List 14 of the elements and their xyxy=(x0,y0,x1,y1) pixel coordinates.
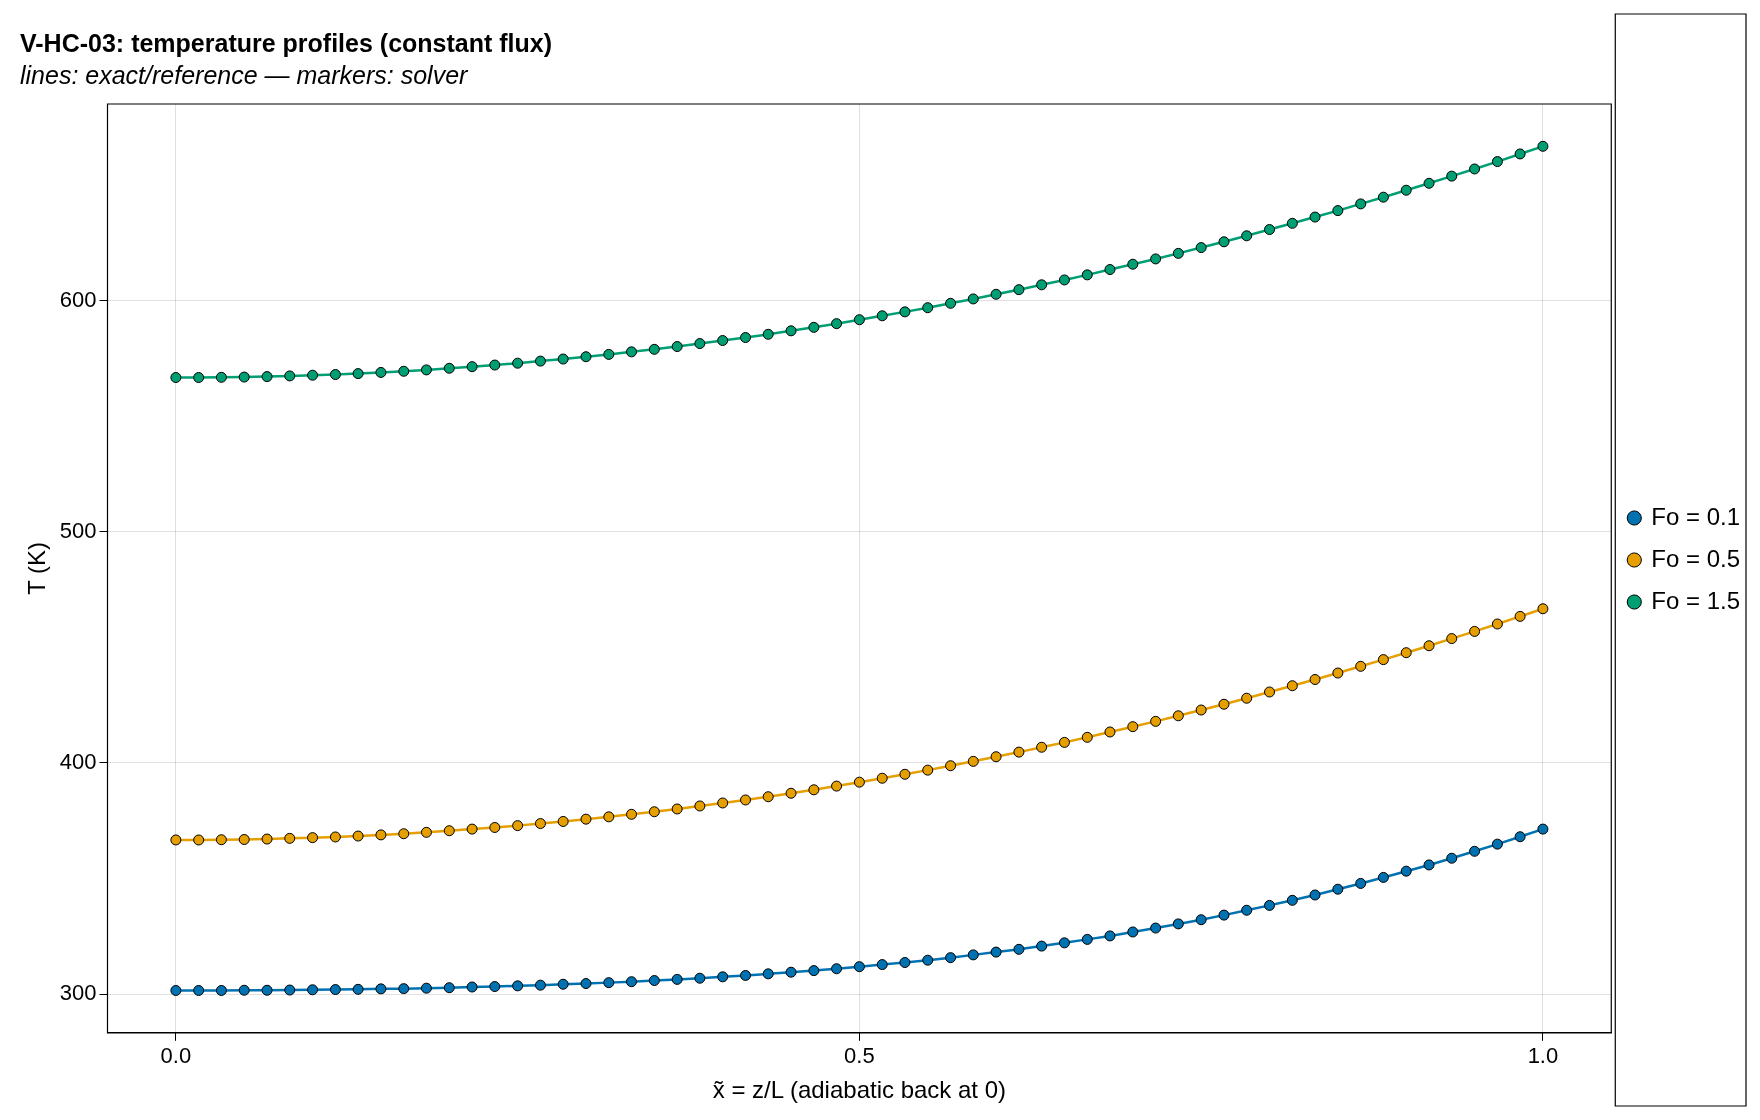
x-tick-label: 0.0 xyxy=(160,1043,192,1069)
y-tick-label: 300 xyxy=(59,980,97,1006)
legend-label: Fo = 0.1 xyxy=(1651,502,1741,530)
x-tick-label: 1.0 xyxy=(1527,1043,1559,1069)
chart-subtitle: lines: exact/reference — markers: solver xyxy=(20,60,470,89)
y-tick-label: 500 xyxy=(59,517,97,543)
legend-label: Fo = 1.5 xyxy=(1651,586,1741,614)
legend-label: Fo = 0.5 xyxy=(1651,544,1741,572)
y-tick-label: 600 xyxy=(59,286,97,312)
y-axis-title: T (K) xyxy=(23,541,51,595)
x-tick-label: 0.5 xyxy=(844,1043,875,1069)
x-axis-title: x̃ = z/L (adiabatic back at 0) xyxy=(712,1076,1007,1104)
y-tick-label: 400 xyxy=(59,749,97,775)
chart-title: V-HC-03: temperature profiles (constant flux) xyxy=(20,28,553,57)
